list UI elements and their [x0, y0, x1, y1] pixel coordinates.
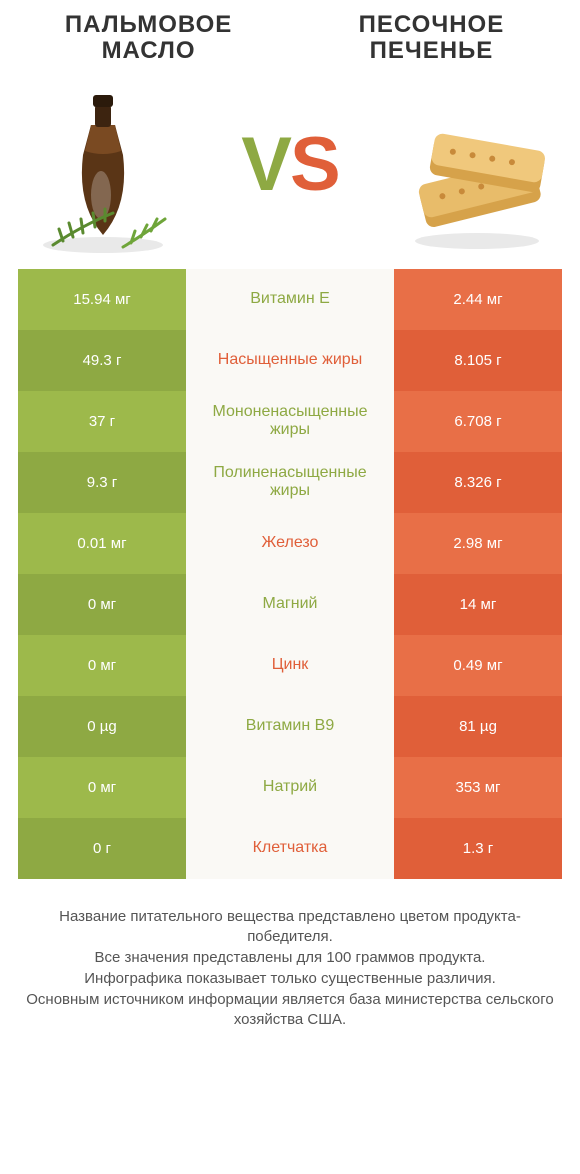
table-row: 0 мгНатрий353 мг	[18, 757, 562, 818]
left-value: 0 µg	[18, 696, 186, 757]
shortbread-icon	[387, 85, 557, 255]
left-value: 9.3 г	[18, 452, 186, 513]
right-value: 2.44 мг	[394, 269, 562, 330]
right-value: 14 мг	[394, 574, 562, 635]
right-product-title: ПЕСОЧНОЕ ПЕЧЕНЬЕ	[301, 12, 562, 65]
table-row: 0 гКлетчатка1.3 г	[18, 818, 562, 879]
nutrient-name: Мононенасыщенные жиры	[186, 391, 394, 452]
right-value: 0.49 мг	[394, 635, 562, 696]
table-row: 0 мгМагний14 мг	[18, 574, 562, 635]
nutrient-name: Натрий	[186, 757, 394, 818]
left-value: 0 мг	[18, 635, 186, 696]
table-row: 0 мгЦинк0.49 мг	[18, 635, 562, 696]
footer-line: Название питательного вещества представл…	[24, 907, 556, 948]
left-value: 15.94 мг	[18, 269, 186, 330]
right-value: 353 мг	[394, 757, 562, 818]
right-value: 1.3 г	[394, 818, 562, 879]
table-row: 37 гМононенасыщенные жиры6.708 г	[18, 391, 562, 452]
left-value: 0 мг	[18, 574, 186, 635]
nutrient-name: Насыщенные жиры	[186, 330, 394, 391]
left-product-image	[18, 75, 198, 255]
left-value: 0 г	[18, 818, 186, 879]
footer-line: Все значения представлены для 100 граммо…	[24, 948, 556, 969]
oil-bottle-icon	[23, 85, 193, 255]
nutrient-name: Полиненасыщенные жиры	[186, 452, 394, 513]
right-value: 8.326 г	[394, 452, 562, 513]
vs-v: V	[241, 121, 290, 208]
image-row: VS	[18, 75, 562, 255]
table-row: 49.3 гНасыщенные жиры8.105 г	[18, 330, 562, 391]
table-row: 15.94 мгВитамин E2.44 мг	[18, 269, 562, 330]
right-value: 6.708 г	[394, 391, 562, 452]
right-value: 8.105 г	[394, 330, 562, 391]
right-value: 2.98 мг	[394, 513, 562, 574]
nutrient-name: Магний	[186, 574, 394, 635]
infographic-root: ПАЛЬМОВОЕ МАСЛО ПЕСОЧНОЕ ПЕЧЕНЬЕ	[0, 0, 580, 1174]
left-value: 0.01 мг	[18, 513, 186, 574]
nutrient-name: Витамин B9	[186, 696, 394, 757]
right-value: 81 µg	[394, 696, 562, 757]
footer-line: Инфографика показывает только существенн…	[24, 969, 556, 990]
left-product-title: ПАЛЬМОВОЕ МАСЛО	[18, 12, 279, 65]
left-value: 0 мг	[18, 757, 186, 818]
right-product-image	[382, 75, 562, 255]
left-value: 37 г	[18, 391, 186, 452]
nutrient-name: Клетчатка	[186, 818, 394, 879]
comparison-table: 15.94 мгВитамин E2.44 мг49.3 гНасыщенные…	[18, 269, 562, 879]
left-value: 49.3 г	[18, 330, 186, 391]
nutrient-name: Цинк	[186, 635, 394, 696]
vs-label: VS	[198, 121, 382, 208]
footer-notes: Название питательного вещества представл…	[18, 907, 562, 1045]
vs-s: S	[290, 121, 339, 208]
title-row: ПАЛЬМОВОЕ МАСЛО ПЕСОЧНОЕ ПЕЧЕНЬЕ	[18, 12, 562, 65]
nutrient-name: Витамин E	[186, 269, 394, 330]
table-row: 0.01 мгЖелезо2.98 мг	[18, 513, 562, 574]
table-row: 0 µgВитамин B981 µg	[18, 696, 562, 757]
footer-line: Основным источником информации является …	[24, 990, 556, 1031]
nutrient-name: Железо	[186, 513, 394, 574]
table-row: 9.3 гПолиненасыщенные жиры8.326 г	[18, 452, 562, 513]
